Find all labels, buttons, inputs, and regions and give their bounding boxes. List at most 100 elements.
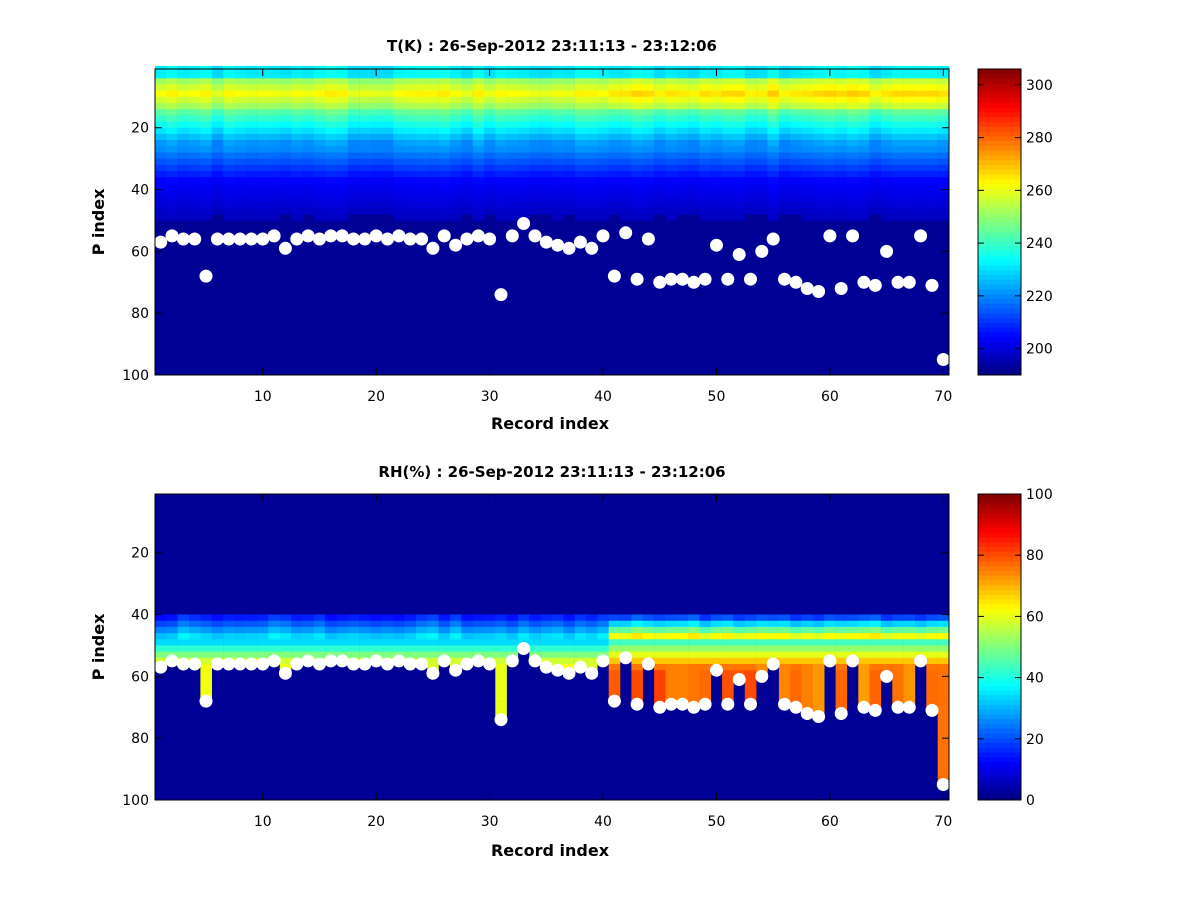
- heatmap-cell: [824, 645, 836, 652]
- heatmap-cell: [790, 96, 802, 104]
- temperature-y-axis-label: P index: [89, 188, 108, 255]
- heatmap-cell: [223, 115, 235, 122]
- heatmap-cell: [393, 195, 405, 203]
- heatmap-cell: [245, 614, 258, 621]
- heatmap-cell: [756, 115, 768, 122]
- heatmap-cell: [869, 688, 882, 696]
- heatmap-cell: [574, 90, 587, 98]
- heatmap-cell: [177, 626, 190, 634]
- heatmap-cell: [586, 164, 598, 172]
- heatmap-cell: [846, 214, 859, 221]
- heatmap-cell: [688, 115, 700, 122]
- heatmap-cell: [325, 171, 337, 178]
- heatmap-cell: [291, 115, 303, 122]
- heatmap-cell: [710, 620, 723, 628]
- heatmap-cell: [801, 84, 814, 91]
- heatmap-cell: [880, 214, 893, 221]
- heatmap-cell: [359, 633, 371, 640]
- heatmap-cell: [268, 626, 280, 634]
- x-tick-label: 30: [481, 814, 499, 830]
- heatmap-cell: [415, 639, 428, 646]
- heatmap-cell: [506, 639, 519, 646]
- heatmap-cell: [529, 208, 541, 215]
- heatmap-cell: [200, 195, 212, 203]
- heatmap-cell: [597, 214, 609, 221]
- heatmap-cell: [733, 208, 746, 215]
- heatmap-cell: [665, 146, 677, 153]
- heatmap-cell: [563, 90, 575, 98]
- surface-marker: [278, 666, 292, 680]
- heatmap-cell: [812, 195, 825, 203]
- heatmap-cell: [166, 177, 178, 184]
- heatmap-cell: [529, 620, 541, 628]
- colorbar-segment: [978, 250, 1021, 256]
- heatmap-cell: [676, 90, 689, 98]
- heatmap-cell: [688, 626, 700, 634]
- heatmap-cell: [495, 103, 507, 110]
- heatmap-cell: [608, 620, 621, 628]
- heatmap-cell: [200, 201, 212, 209]
- heatmap-cell: [302, 614, 315, 621]
- heatmap-cell: [710, 171, 723, 178]
- surface-marker: [868, 703, 882, 717]
- heatmap-cell: [540, 133, 553, 141]
- surface-marker: [324, 229, 338, 243]
- heatmap-cell: [699, 115, 712, 122]
- heatmap-cell: [710, 614, 723, 621]
- heatmap-cell: [926, 614, 938, 621]
- colorbar-segment: [978, 623, 1021, 629]
- heatmap-cell: [257, 109, 269, 116]
- heatmap-cell: [699, 152, 712, 159]
- heatmap-cell: [359, 146, 371, 153]
- heatmap-cell: [846, 626, 859, 634]
- heatmap-cell: [620, 152, 632, 159]
- temperature-title: T(K) : 26-Sep-2012 23:11:13 - 23:12:06: [387, 37, 717, 55]
- heatmap-cell: [427, 208, 439, 215]
- heatmap-cell: [177, 121, 190, 128]
- surface-marker: [675, 697, 689, 711]
- heatmap-cell: [540, 645, 553, 652]
- heatmap-cell: [733, 133, 746, 141]
- heatmap-cell: [211, 189, 224, 196]
- heatmap-cell: [642, 115, 655, 122]
- heatmap-cell: [733, 626, 746, 634]
- heatmap-cell: [688, 109, 700, 116]
- heatmap-cell: [279, 639, 292, 646]
- heatmap-cell: [223, 103, 235, 110]
- heatmap-cell: [676, 183, 689, 190]
- heatmap-cell: [325, 164, 337, 172]
- heatmap-cell: [563, 208, 575, 215]
- colorbar-tick-label: 200: [1026, 342, 1053, 358]
- heatmap-cell: [279, 626, 292, 634]
- heatmap-cell: [540, 158, 553, 166]
- colorbar-segment: [978, 88, 1021, 94]
- heatmap-cell: [336, 195, 349, 203]
- heatmap-cell: [790, 664, 802, 671]
- heatmap-cell: [438, 614, 451, 621]
- heatmap-cell: [722, 676, 734, 683]
- heatmap-cell: [245, 121, 258, 128]
- heatmap-cell: [835, 121, 848, 128]
- heatmap-cell: [234, 183, 246, 190]
- heatmap-cell: [880, 614, 893, 621]
- heatmap-cell: [177, 115, 190, 122]
- heatmap-cell: [926, 177, 938, 184]
- heatmap-cell: [245, 140, 258, 147]
- heatmap-cell: [631, 670, 643, 677]
- heatmap-cell: [381, 195, 394, 203]
- heatmap-cell: [563, 645, 575, 652]
- heatmap-cell: [506, 189, 519, 196]
- heatmap-cell: [438, 78, 451, 85]
- heatmap-cell: [733, 84, 746, 91]
- x-tick-label: 70: [934, 389, 952, 405]
- heatmap-cell: [189, 127, 201, 135]
- colorbar-segment: [978, 279, 1021, 285]
- heatmap-cell: [903, 664, 916, 671]
- heatmap-cell: [427, 657, 439, 665]
- heatmap-cell: [880, 620, 893, 628]
- heatmap-cell: [506, 146, 519, 153]
- heatmap-cell: [631, 72, 643, 79]
- heatmap-cell: [245, 84, 258, 91]
- heatmap-cell: [223, 72, 235, 79]
- surface-marker: [551, 238, 565, 252]
